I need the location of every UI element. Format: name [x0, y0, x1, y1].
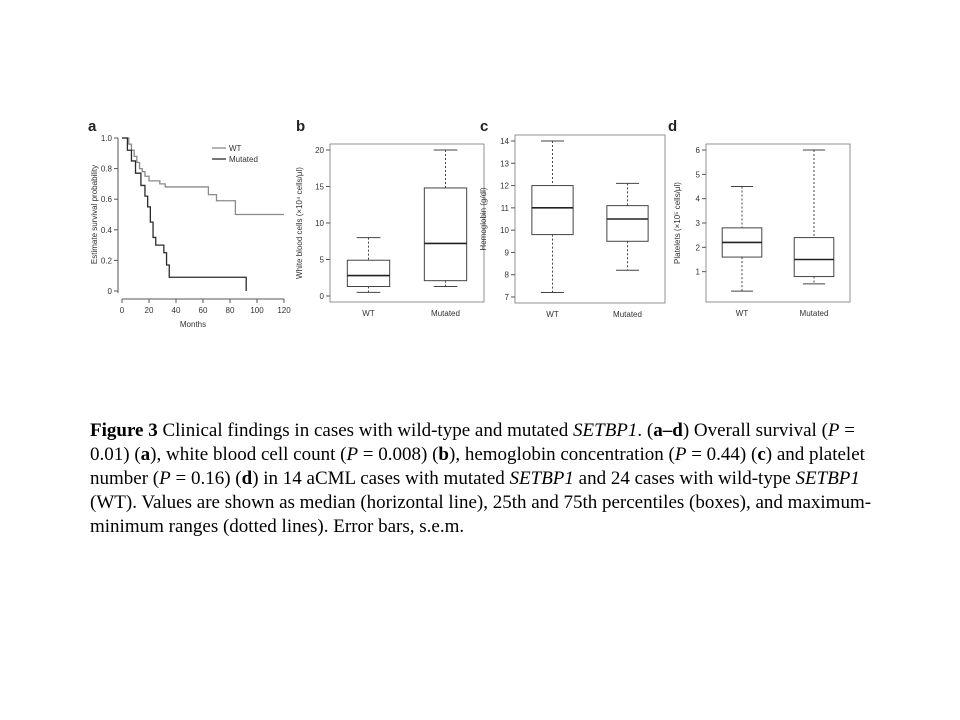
box-wt: [531, 185, 574, 236]
y-tick-label: 5: [320, 256, 325, 265]
x-axis-label: Months: [180, 320, 206, 329]
y-tick-label: 11: [501, 204, 510, 213]
caption-text: ) Overall survival (: [682, 420, 828, 441]
panel-c-hemoglobin-boxplot: 7 8 9 10 11 12 13 14 Hemoglobin (g/dl) WT Mutated: [479, 134, 666, 319]
caption-text: = 0.16) (: [170, 468, 242, 489]
panel-letter-b: b: [296, 118, 305, 135]
caption-p-symbol: P: [827, 420, 840, 441]
y-tick-label: 0.6: [101, 195, 113, 204]
caption-gene: SETBP1: [573, 420, 638, 441]
caption-p-symbol: P: [674, 444, 687, 465]
y-tick-label: 0.8: [101, 165, 113, 174]
caption-text: Clinical findings in cases with wild-typ…: [157, 420, 574, 441]
y-tick-label: 15: [315, 183, 324, 192]
caption-text: ), white blood cell count (: [150, 444, 347, 465]
figure-panels: 00.20.40.60.81.00 20 40 60 80 100 120MonthsEst…: [88, 118, 851, 329]
y-tick-label: 8: [505, 271, 510, 280]
box-mutated: [606, 205, 649, 242]
x-category-label-wt: WT: [546, 310, 559, 319]
y-tick-label: 2: [696, 243, 701, 252]
y-tick-label: 0: [320, 292, 325, 301]
caption-p-symbol: P: [346, 444, 359, 465]
y-tick-label: 14: [500, 137, 509, 146]
y-tick-label: 5: [696, 170, 701, 179]
y-axis-label: Hemoglobin (g/dl): [479, 187, 488, 250]
y-axis-label: Platelets (×10⁵ cells/μl): [673, 182, 682, 264]
box-mutated: [793, 237, 835, 278]
x-tick-label: 40: [172, 306, 181, 315]
panel-letter-d: d: [668, 118, 677, 135]
y-tick-label: 10: [500, 226, 509, 235]
caption-text: = 0.44) (: [686, 444, 758, 465]
series-line-wt: [122, 137, 284, 216]
caption-text: and 24 cases with wild-type: [573, 468, 796, 489]
panel-d-platelets-boxplot: 1 2 3 4 5 6 Platelets (×10⁵ cells/μl) WT Mutated: [673, 143, 851, 318]
y-tick-label: 6: [696, 146, 701, 155]
x-tick-label: 20: [145, 306, 154, 315]
x-tick-label: 100: [250, 306, 264, 315]
caption-panel-ref: c: [757, 444, 766, 465]
caption-panel-ref: b: [438, 444, 449, 465]
x-category-label-mutated: Mutated: [613, 310, 642, 319]
caption-p-symbol: P: [159, 468, 171, 489]
y-tick-label: 13: [500, 159, 509, 168]
legend-label-mutated: Mutated: [229, 155, 258, 164]
panel-letter-c: c: [480, 118, 488, 135]
y-tick-label: 0.2: [101, 256, 113, 265]
x-tick-label: 80: [226, 306, 235, 315]
caption-panel-ref: a–d: [653, 420, 683, 441]
caption-label: Figure 3: [90, 420, 158, 441]
y-tick-label: 0.4: [101, 226, 113, 235]
figure-caption: Figure 3 Clinical findings in cases with…: [90, 419, 890, 539]
legend-label-wt: WT: [229, 144, 242, 153]
caption-text: . (: [637, 420, 654, 441]
caption-panel-ref: d: [241, 468, 253, 489]
y-tick-label: 7: [505, 293, 510, 302]
caption-gene: SETBP1: [509, 468, 574, 489]
y-tick-label: 1: [696, 268, 701, 277]
plot-frame: [705, 143, 851, 303]
caption-text: ) in 14 aCML cases with mutated: [252, 468, 510, 489]
y-tick-label: 0: [108, 287, 113, 296]
y-tick-label: 1.0: [101, 134, 113, 143]
x-category-label-mutated: Mutated: [800, 309, 829, 318]
caption-text: (WT). Values are shown as median (horizo…: [90, 492, 872, 537]
y-tick-label: 9: [505, 248, 510, 257]
y-axis-label: White blood cells (×10⁴ cells/μl): [295, 167, 304, 279]
caption-panel-ref: a: [140, 444, 151, 465]
caption-text: ), hemoglobin concentration (: [449, 444, 675, 465]
x-category-label-wt: WT: [736, 309, 749, 318]
plot-frame: [514, 134, 666, 304]
y-tick-label: 12: [500, 182, 509, 191]
y-tick-label: 3: [696, 219, 701, 228]
series-line-mutated: [122, 137, 247, 291]
x-category-label-wt: WT: [362, 309, 375, 318]
box-mutated: [423, 187, 468, 282]
caption-gene: SETBP1: [795, 468, 860, 489]
panel-a-survival-chart: 0 0.2 0.4 0.6 0.8 1.0 0 20 40 60 80 100 120 Months Est…: [90, 134, 291, 329]
x-category-label-mutated: Mutated: [431, 309, 460, 318]
caption-text: = 0.008) (: [358, 444, 439, 465]
caption-text: = 0.01) (: [90, 420, 855, 465]
panel-letter-a: a: [88, 118, 97, 135]
y-tick-label: 10: [315, 219, 324, 228]
box-wt: [346, 259, 391, 288]
x-tick-label: 60: [199, 306, 208, 315]
y-axis-label: Estimate survival probability: [90, 165, 99, 264]
x-tick-label: 120: [277, 306, 291, 315]
y-tick-label: 4: [696, 195, 701, 204]
caption-text: ) and platelet number (: [90, 444, 865, 489]
panel-b-wbc-boxplot: 0 5 10 15 20 White blood cells (×10⁴ cells/μl…: [295, 143, 485, 318]
y-tick-label: 20: [315, 146, 324, 155]
x-tick-label: 0: [120, 306, 125, 315]
